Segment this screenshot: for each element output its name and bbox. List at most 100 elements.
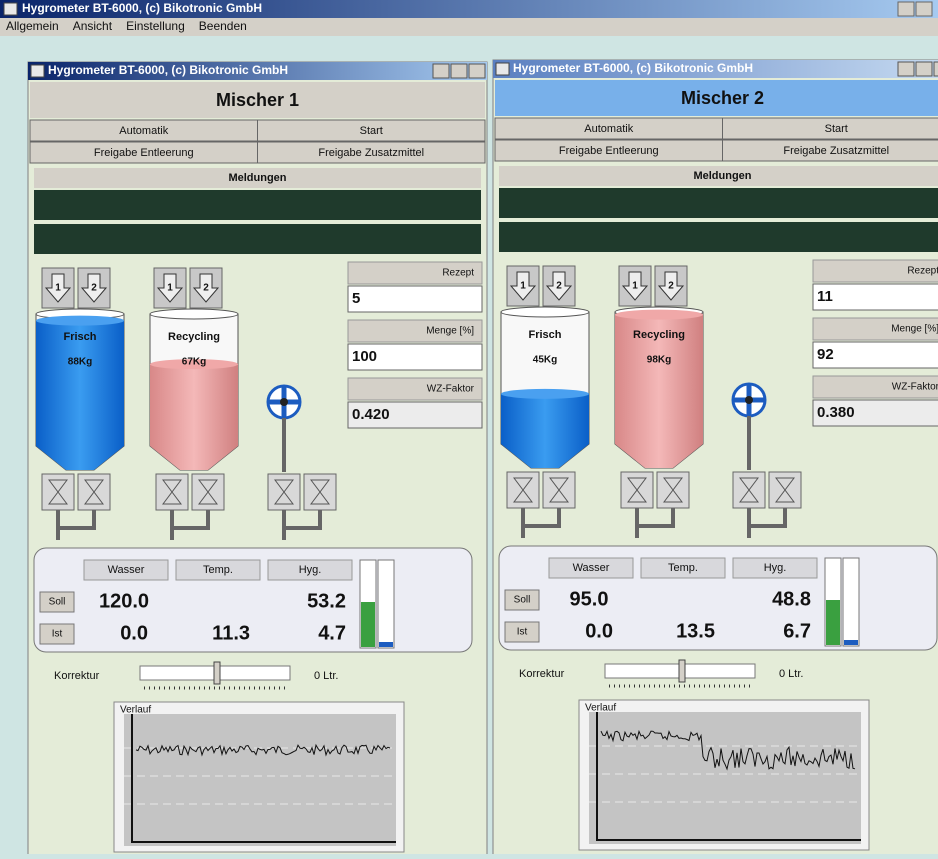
close-button[interactable]	[469, 64, 485, 78]
field-label: Rezept	[442, 268, 474, 279]
level-gauge	[378, 560, 394, 648]
menu-item[interactable]: Beenden	[199, 19, 247, 33]
korrektur-label: Korrektur	[519, 668, 565, 680]
tank-weight: 67Kg	[182, 357, 206, 368]
mode-button-label[interactable]: Automatik	[119, 125, 168, 137]
panel-title: Hygrometer BT-6000, (c) Bikotronic GmbH	[513, 61, 753, 75]
field-label: Menge [%]	[426, 326, 474, 337]
fan-hub	[280, 398, 288, 406]
minimize-button[interactable]	[898, 2, 914, 16]
messages-label: Meldungen	[693, 170, 751, 182]
trend-area	[124, 714, 396, 846]
tank-weight: 98Kg	[647, 355, 671, 366]
column-label: Temp.	[668, 562, 698, 574]
menu-item[interactable]: Ansicht	[73, 19, 113, 33]
arrow-digit: 2	[556, 281, 562, 292]
field-label: WZ-Faktor	[892, 382, 938, 393]
field-label: Menge [%]	[891, 324, 938, 335]
soll-hyg: 48.8	[772, 588, 811, 610]
arrow-digit: 1	[167, 283, 173, 294]
arrow-digit: 1	[520, 281, 526, 292]
ist-value: 6.7	[783, 620, 811, 642]
app-icon	[4, 3, 17, 15]
message-line	[34, 190, 481, 220]
message-line	[499, 188, 938, 218]
tank-level	[501, 389, 589, 399]
field-value: 0.380	[817, 404, 855, 421]
arrow-digit: 2	[91, 283, 97, 294]
trend-label: Verlauf	[120, 705, 151, 716]
trend-area	[589, 712, 861, 844]
menu-item[interactable]: Einstellung	[126, 19, 185, 33]
mode-button-label[interactable]: Freigabe Entleerung	[94, 147, 194, 159]
tank-level	[36, 316, 124, 326]
column-label: Wasser	[108, 564, 145, 576]
mode-button-label[interactable]: Start	[360, 125, 383, 137]
tank-content	[150, 364, 238, 470]
row-label[interactable]: Soll	[514, 595, 531, 606]
panel-icon	[496, 63, 509, 75]
maximize-button[interactable]	[451, 64, 467, 78]
tank-label: Frisch	[528, 329, 561, 341]
messages-label: Meldungen	[228, 172, 286, 184]
ist-value: 0.0	[585, 620, 613, 642]
tank-top	[501, 307, 589, 317]
mode-button-label[interactable]: Start	[825, 123, 848, 135]
mode-button-label[interactable]: Automatik	[584, 123, 633, 135]
level-fill	[844, 640, 858, 645]
soll-wasser: 95.0	[570, 588, 609, 610]
minimize-button[interactable]	[898, 62, 914, 76]
arrow-digit: 1	[55, 283, 61, 294]
arrow-digit: 2	[668, 281, 674, 292]
ist-value: 11.3	[212, 622, 250, 644]
ist-value: 4.7	[318, 622, 346, 644]
heading: Mischer 2	[681, 88, 764, 108]
level-fill	[361, 602, 375, 647]
korrektur-label: Korrektur	[54, 670, 100, 682]
column-label: Hyg.	[299, 564, 322, 576]
maximize-button[interactable]	[916, 2, 932, 16]
slider-thumb[interactable]	[214, 662, 220, 684]
ist-value: 13.5	[676, 620, 715, 642]
tank-label: Recycling	[168, 331, 220, 343]
field-value: 92	[817, 346, 834, 363]
mode-button-label[interactable]: Freigabe Zusatzmittel	[318, 147, 424, 159]
tank-content	[36, 321, 124, 470]
panel-title: Hygrometer BT-6000, (c) Bikotronic GmbH	[48, 63, 288, 77]
ist-value: 0.0	[120, 622, 148, 644]
column-label: Wasser	[573, 562, 610, 574]
row-label[interactable]: Soll	[49, 597, 66, 608]
field-value: 5	[352, 290, 360, 307]
close-button[interactable]	[934, 62, 938, 76]
message-line	[499, 222, 938, 252]
trend-label: Verlauf	[585, 703, 616, 714]
arrow-digit: 1	[632, 281, 638, 292]
mode-button-label[interactable]: Freigabe Zusatzmittel	[783, 145, 889, 157]
mode-button-label[interactable]: Freigabe Entleerung	[559, 145, 659, 157]
mixer-window: Hygrometer BT-6000, (c) Bikotronic GmbH M…	[28, 62, 487, 854]
menu-item[interactable]: Allgemein	[6, 19, 59, 33]
tank-weight: 88Kg	[68, 357, 92, 368]
maximize-button[interactable]	[916, 62, 932, 76]
arrow-digit: 2	[203, 283, 209, 294]
tank-level	[615, 310, 703, 320]
minimize-button[interactable]	[433, 64, 449, 78]
field-input[interactable]	[348, 286, 482, 312]
korrektur-value: 0 Ltr.	[314, 670, 338, 682]
row-label[interactable]: Ist	[52, 629, 63, 640]
message-line	[34, 224, 481, 254]
heading: Mischer 1	[216, 90, 299, 110]
field-label: Rezept	[907, 266, 938, 277]
row-label[interactable]: Ist	[517, 627, 528, 638]
field-value: 0.420	[352, 406, 390, 423]
soll-hyg: 53.2	[307, 590, 346, 612]
panel-icon	[31, 65, 44, 77]
mixer-window: Hygrometer BT-6000, (c) Bikotronic GmbH M…	[493, 60, 938, 854]
tank-weight: 45Kg	[533, 355, 557, 366]
level-gauge	[843, 558, 859, 646]
slider-thumb[interactable]	[679, 660, 685, 682]
column-label: Temp.	[203, 564, 233, 576]
level-fill	[379, 642, 393, 647]
korrektur-value: 0 Ltr.	[779, 668, 803, 680]
